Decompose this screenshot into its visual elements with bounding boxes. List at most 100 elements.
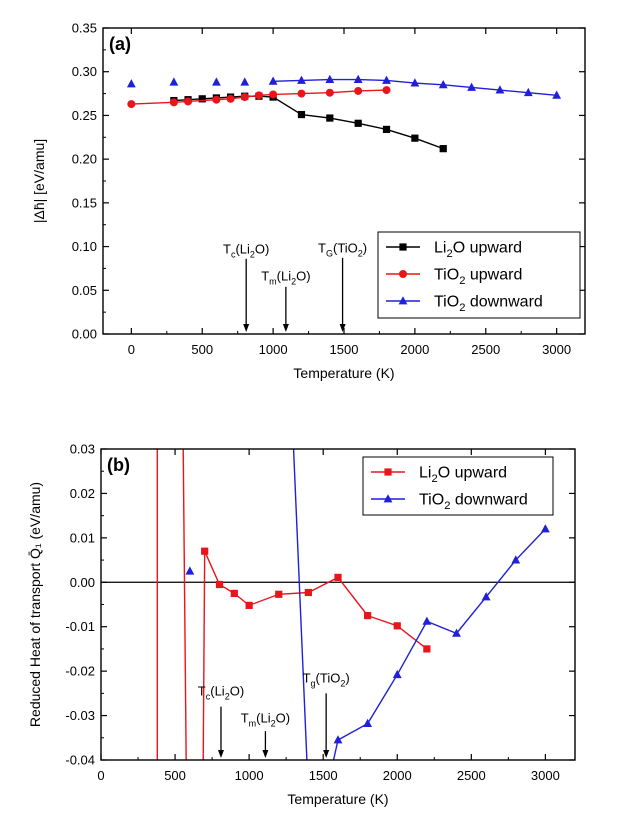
y-tick-label: -0.02 — [65, 664, 95, 679]
data-point — [126, 79, 136, 88]
plot-area — [156, 449, 550, 760]
data-point — [552, 90, 562, 99]
series-li2o-upward — [156, 449, 431, 760]
x-tick-label: 3000 — [531, 768, 560, 783]
data-point — [393, 622, 401, 630]
data-point — [363, 718, 373, 727]
data-point — [297, 110, 306, 119]
data-point — [212, 77, 221, 86]
x-tick-label: 1500 — [309, 768, 338, 783]
y-tick-label: 0.20 — [72, 152, 97, 167]
data-point — [481, 592, 491, 601]
data-point — [411, 134, 419, 142]
y-tick-label: 0.15 — [72, 195, 97, 210]
x-axis-title: Temperature (K) — [287, 791, 388, 807]
data-point — [297, 89, 306, 98]
y-tick-label: 0.25 — [72, 108, 97, 123]
data-point — [275, 590, 283, 598]
x-tick-label: 2500 — [471, 342, 500, 357]
data-point — [226, 94, 235, 103]
data-point — [540, 524, 550, 533]
annotation-arrowhead — [282, 324, 289, 332]
data-point — [212, 95, 221, 104]
y-axis: -0.04 -0.03 -0.02 -0.01 0.00 0.01 0.02 0.03 — [65, 442, 575, 768]
data-point — [423, 645, 431, 653]
data-point — [422, 616, 432, 625]
legend-item: Li2O upward — [371, 465, 507, 485]
data-point — [495, 85, 505, 94]
data-point — [354, 86, 363, 95]
legend-label: Li2O upward — [419, 465, 507, 485]
series-line-segment — [202, 551, 206, 760]
annotation-label: TG(TiO2) — [318, 241, 367, 259]
x-tick-label: 2000 — [383, 768, 412, 783]
data-point — [382, 86, 391, 95]
x-tick-label: 1000 — [235, 768, 264, 783]
data-point — [523, 87, 533, 97]
data-point — [245, 601, 253, 609]
legend-item: TiO2 downward — [386, 294, 543, 314]
legend: Li2O upward TiO2 downward — [362, 456, 554, 516]
x-tick-label: 500 — [191, 342, 213, 357]
data-point — [511, 555, 521, 564]
data-point — [304, 588, 312, 597]
annotation-arrowhead — [243, 324, 250, 332]
data-point — [185, 566, 195, 575]
y-tick-label: 0.01 — [70, 530, 95, 545]
annotation-label: Tc(Li2O) — [223, 242, 269, 260]
chart-panel-b: 0 500 1000 1500 2000 2500 3000-0.04-0.03-0.02-… — [27, 442, 576, 807]
series-tio2-downward — [126, 74, 562, 99]
y-tick-label: 0.05 — [72, 283, 97, 298]
chart-panel-a: 0 500 1000 1500 2000 2500 3000 0.00 0.05 0.10 0.15… — [31, 21, 586, 381]
x-tick-label: 3000 — [542, 342, 571, 357]
legend-label: Li2O upward — [434, 240, 522, 260]
annotation-label: Tg(TiO2) — [303, 670, 350, 688]
x-tick-label: 500 — [164, 768, 186, 783]
y-axis: 0.00 0.05 0.10 0.15 0.20 0.25 0.30 0.35 — [72, 21, 585, 342]
y-tick-label: 0.00 — [72, 327, 97, 342]
data-point — [354, 119, 362, 127]
series-line — [173, 95, 444, 150]
data-point — [382, 125, 391, 134]
series-line-segment — [182, 449, 187, 760]
annotation-arrowhead — [262, 750, 269, 758]
y-tick-label: 0.02 — [70, 486, 95, 501]
legend-box — [362, 456, 554, 516]
x-tick-label: 2000 — [400, 342, 429, 357]
y-tick-label: -0.04 — [65, 753, 95, 768]
legend-marker — [399, 243, 407, 251]
series-tio2-downward — [185, 449, 550, 760]
data-point — [334, 573, 342, 581]
data-point — [325, 88, 334, 97]
y-axis-title: |Δh̄| [eV/amu] — [31, 139, 47, 223]
x-tick-label: 1000 — [259, 342, 288, 357]
annotation-label: Tm(Li2O) — [261, 269, 310, 287]
legend-label: TiO2 downward — [434, 294, 543, 314]
data-point — [169, 98, 178, 107]
panel-label: (b) — [107, 455, 130, 475]
annotation-arrowhead — [323, 750, 330, 758]
x-axis-title: Temperature (K) — [293, 365, 394, 381]
plot-area — [126, 74, 562, 153]
x-axis: 0 500 1000 1500 2000 2500 3000 — [97, 449, 560, 783]
legend-label: TiO2 upward — [434, 267, 522, 287]
data-point — [198, 95, 206, 103]
y-tick-label: 0.10 — [72, 239, 97, 254]
data-point — [269, 90, 278, 99]
data-point — [353, 74, 363, 83]
legend: Li2O upward TiO2 upward TiO2 downward — [377, 231, 581, 319]
data-point — [201, 547, 209, 555]
annotation-arrowhead — [217, 750, 224, 758]
data-point — [392, 669, 402, 679]
data-point — [382, 75, 391, 84]
x-tick-label: 0 — [128, 342, 135, 357]
data-point — [184, 97, 193, 106]
y-axis-title: Reduced Heat of transport Q̄₁ (eV/amu) — [27, 482, 43, 727]
y-tick-label: 0.03 — [70, 442, 95, 457]
x-tick-label: 1500 — [330, 342, 359, 357]
data-point — [439, 145, 447, 153]
y-tick-label: -0.03 — [65, 708, 95, 723]
data-point — [254, 91, 263, 100]
annotations: Tc(Li2O) Tm(Li2O) TG(TiO2) — [223, 241, 367, 332]
data-point — [230, 589, 238, 597]
